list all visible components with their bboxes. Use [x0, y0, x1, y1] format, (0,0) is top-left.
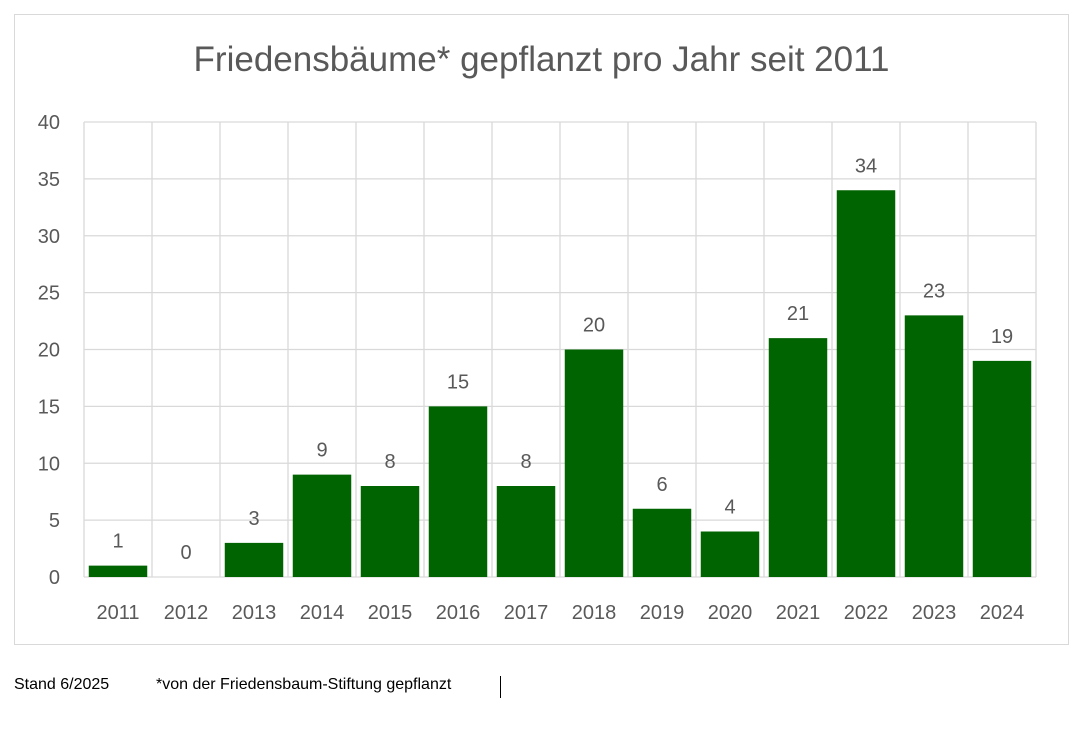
x-tick-label: 2021 [776, 602, 821, 624]
data-label-2019: 6 [656, 474, 667, 496]
bar-2013 [224, 542, 284, 577]
data-label-2011: 1 [112, 531, 123, 553]
data-label-2014: 9 [316, 440, 327, 462]
data-labels: 1 0 3 9 8 15 8 20 6 4 21 34 23 19 [112, 155, 1013, 564]
x-tick-label: 2012 [164, 602, 209, 624]
y-axis-ticks: 0 5 10 15 20 25 30 35 40 [38, 112, 60, 589]
chart-title: Friedensbäume* gepflanzt pro Jahr seit 2… [193, 40, 890, 79]
x-tick-label: 2019 [640, 602, 685, 624]
x-tick-label: 2022 [844, 602, 889, 624]
x-tick-label: 2023 [912, 602, 957, 624]
x-tick-label: 2014 [300, 602, 345, 624]
y-tick-label: 25 [38, 283, 60, 305]
footer-note: *von der Friedensbaum-Stiftung gepflanzt [156, 676, 452, 693]
bar-2020 [700, 531, 760, 577]
bar-2022 [836, 190, 896, 577]
y-tick-label: 10 [38, 453, 60, 475]
x-axis-ticks: 2011 2012 2013 2014 2015 2016 2017 2018 2019 2020… [96, 602, 1024, 624]
bar-2014 [292, 474, 352, 577]
x-tick-label: 2016 [436, 602, 481, 624]
y-tick-label: 0 [49, 567, 60, 589]
data-label-2022: 34 [855, 155, 877, 177]
data-label-2021: 21 [787, 303, 809, 325]
bar-2011 [88, 565, 148, 577]
data-label-2012: 0 [180, 542, 191, 564]
x-tick-label: 2011 [96, 602, 139, 624]
bars [88, 190, 1032, 577]
x-tick-label: 2020 [708, 602, 753, 624]
bar-2021 [768, 338, 828, 577]
data-label-2024: 19 [991, 326, 1013, 348]
data-label-2017: 8 [520, 451, 531, 473]
x-tick-label: 2013 [232, 602, 277, 624]
data-label-2015: 8 [384, 451, 395, 473]
y-tick-label: 30 [38, 226, 60, 248]
x-tick-label: 2024 [980, 602, 1025, 624]
data-label-2020: 4 [724, 497, 735, 519]
bar-2019 [632, 508, 692, 577]
y-tick-label: 15 [38, 396, 60, 418]
footer-stand: Stand 6/2025 [14, 676, 110, 693]
y-tick-label: 5 [49, 510, 60, 532]
bar-2024 [972, 360, 1032, 577]
y-tick-label: 40 [38, 112, 60, 134]
x-tick-label: 2018 [572, 602, 617, 624]
bar-2018 [564, 349, 624, 577]
bar-2023 [904, 315, 964, 577]
bar-2016 [428, 406, 488, 577]
data-label-2023: 23 [923, 280, 945, 302]
data-label-2018: 20 [583, 315, 605, 337]
bar-2015 [360, 486, 420, 577]
data-label-2013: 3 [248, 508, 259, 530]
bar-2017 [496, 486, 556, 577]
y-tick-label: 35 [38, 169, 60, 191]
text-cursor [500, 676, 501, 698]
y-tick-label: 20 [38, 340, 60, 362]
x-tick-label: 2015 [368, 602, 413, 624]
x-tick-label: 2017 [504, 602, 549, 624]
data-label-2016: 15 [447, 371, 469, 393]
